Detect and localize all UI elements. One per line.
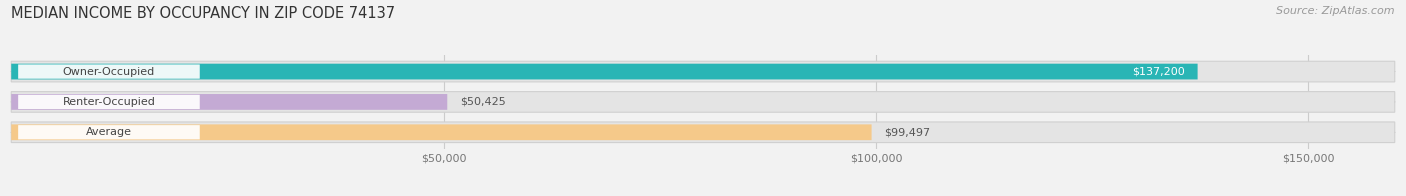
Text: Renter-Occupied: Renter-Occupied xyxy=(62,97,156,107)
Text: $50,425: $50,425 xyxy=(460,97,506,107)
FancyBboxPatch shape xyxy=(11,124,872,140)
FancyBboxPatch shape xyxy=(11,61,1395,82)
Text: MEDIAN INCOME BY OCCUPANCY IN ZIP CODE 74137: MEDIAN INCOME BY OCCUPANCY IN ZIP CODE 7… xyxy=(11,6,395,21)
FancyBboxPatch shape xyxy=(11,122,1395,142)
Text: Average: Average xyxy=(86,127,132,137)
Text: $99,497: $99,497 xyxy=(884,127,931,137)
Text: $137,200: $137,200 xyxy=(1132,67,1185,77)
FancyBboxPatch shape xyxy=(11,94,447,110)
FancyBboxPatch shape xyxy=(18,125,200,139)
FancyBboxPatch shape xyxy=(11,92,1395,112)
FancyBboxPatch shape xyxy=(18,95,200,109)
Text: Source: ZipAtlas.com: Source: ZipAtlas.com xyxy=(1277,6,1395,16)
FancyBboxPatch shape xyxy=(18,64,200,79)
FancyBboxPatch shape xyxy=(11,64,1198,79)
Text: Owner-Occupied: Owner-Occupied xyxy=(63,67,155,77)
